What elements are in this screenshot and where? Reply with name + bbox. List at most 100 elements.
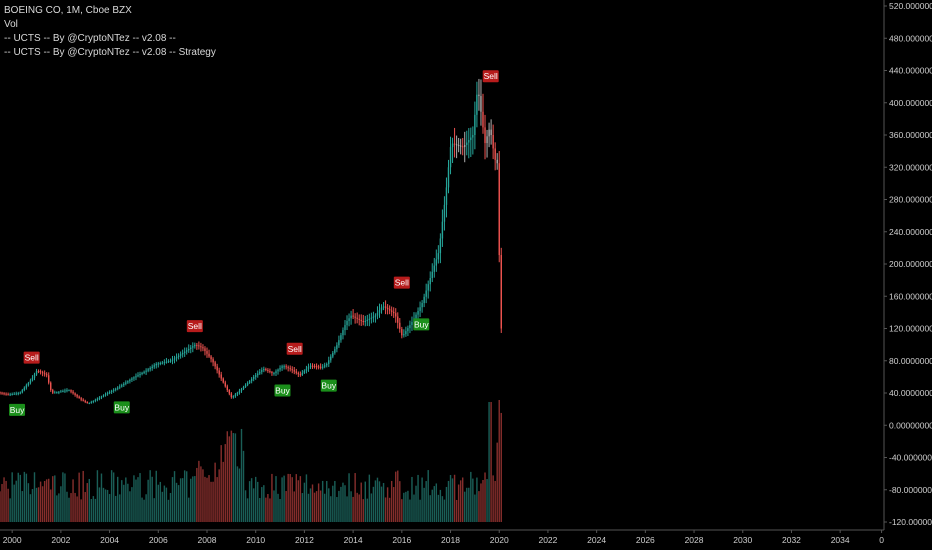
volume-bar — [490, 402, 492, 522]
volume-bar — [309, 488, 312, 522]
candle-body — [405, 331, 407, 335]
volume-bar — [388, 497, 391, 522]
candle-body — [25, 385, 28, 388]
volume-bar — [492, 475, 494, 522]
candle-body — [419, 307, 421, 311]
candle-body — [188, 348, 190, 351]
time-axis[interactable]: 2000 2002 2004 2006 2008 2010 2012 2014 2016 2018… — [0, 529, 884, 545]
ucts-strategy-label[interactable]: -- UCTS -- By @CryptoNTez -- v2.08 -- St… — [4, 47, 216, 58]
volume-bar — [228, 436, 231, 522]
time-tick-label: 2010 — [246, 535, 265, 545]
volume-bar — [401, 499, 403, 522]
sell-signal[interactable]: Sell — [393, 276, 410, 289]
volume-bar — [472, 478, 474, 522]
candle-body — [397, 316, 399, 323]
candle-body — [1, 392, 3, 394]
volume-bar — [370, 493, 373, 522]
candle-body — [86, 401, 88, 404]
buy-signal[interactable]: Buy — [320, 379, 337, 392]
volume-bar — [494, 480, 496, 522]
volume-bar — [311, 484, 314, 522]
volume-bar — [96, 470, 99, 522]
buy-signal[interactable]: Buy — [413, 318, 429, 331]
candle-body — [5, 393, 7, 395]
candle-body — [445, 187, 448, 205]
signal-labels: Sell Buy Buy Sell Sell Buy Buy Sell Buy Sell — [9, 70, 499, 416]
candle-body — [254, 375, 257, 377]
volume-bar — [362, 499, 364, 522]
volume-bar — [466, 487, 468, 522]
volume-bar — [275, 476, 277, 522]
candle-body — [190, 347, 192, 349]
volume-bar — [58, 493, 60, 522]
sell-signal[interactable]: Sell — [23, 351, 40, 364]
volume-bar — [226, 431, 229, 522]
price-tick-label: -40.00000000 — [889, 453, 932, 463]
volume-bar — [72, 479, 74, 522]
candle-body — [285, 366, 287, 368]
ucts-indicator-label[interactable]: -- UCTS -- By @CryptoNTez -- v2.08 -- — [4, 33, 176, 44]
candle-body — [163, 362, 166, 364]
volume-bar — [328, 488, 330, 522]
volume-bar — [265, 497, 267, 522]
volume-bar — [181, 478, 184, 522]
volume-bar — [66, 491, 68, 522]
volume-indicator-label[interactable]: Vol — [4, 19, 18, 30]
candle-body — [480, 96, 482, 112]
symbol-title[interactable]: BOEING CO, 1M, Cboe BZX — [4, 5, 132, 16]
price-tick-label: 200.00000000 — [889, 259, 932, 269]
candle-body — [78, 396, 80, 399]
candle-body — [344, 325, 346, 331]
volume-bar — [90, 499, 93, 522]
candle-body — [153, 365, 155, 367]
candle-body — [72, 391, 74, 394]
candle-body — [250, 378, 253, 381]
buy-signal[interactable]: Buy — [9, 403, 25, 416]
volume-bar — [52, 476, 54, 522]
price-axis[interactable]: 520.00000000 480.00000000 440.00000000 400.… — [883, 0, 932, 530]
candle-body — [468, 140, 470, 143]
candle-body — [287, 367, 289, 369]
buy-signal[interactable]: Buy — [274, 384, 291, 397]
candle-body — [165, 361, 168, 363]
sell-signal[interactable]: Sell — [482, 70, 499, 83]
volume-bar — [70, 493, 72, 522]
candle-body — [323, 365, 326, 367]
buy-signal[interactable]: Buy — [113, 401, 130, 414]
candle-body — [246, 382, 249, 385]
sell-signal[interactable]: Sell — [186, 320, 203, 333]
sell-signal[interactable]: Sell — [286, 342, 303, 355]
volume-bar — [346, 496, 348, 522]
candle-body — [494, 148, 496, 160]
volume-bar — [413, 494, 415, 522]
candle-body — [23, 387, 26, 391]
volume-bar — [250, 478, 253, 522]
volume-bar — [285, 491, 287, 522]
candle-body — [220, 374, 222, 379]
candle-body — [486, 136, 488, 144]
volume-bar — [190, 478, 192, 522]
volume-bar — [240, 428, 243, 522]
volume-bar — [397, 470, 399, 522]
volume-bar — [399, 481, 401, 522]
candle-body — [472, 135, 474, 138]
candle-body — [27, 382, 30, 386]
candle-body — [232, 396, 235, 398]
candle-body — [228, 389, 231, 394]
volume-bar — [340, 486, 342, 522]
volume-bar — [425, 481, 427, 522]
candle-body — [492, 135, 494, 149]
volume-bar — [236, 466, 239, 522]
candle-body — [29, 380, 32, 383]
candle-body — [457, 144, 460, 146]
volume-bar — [409, 499, 411, 522]
time-tick-label: 2008 — [198, 535, 217, 545]
candle-body — [451, 143, 454, 148]
candle-body — [82, 399, 84, 401]
volume-bar — [323, 493, 326, 522]
time-tick-label: 2006 — [149, 535, 168, 545]
candle-body — [218, 370, 220, 375]
candle-body — [461, 146, 464, 148]
volume-bar — [54, 475, 56, 522]
